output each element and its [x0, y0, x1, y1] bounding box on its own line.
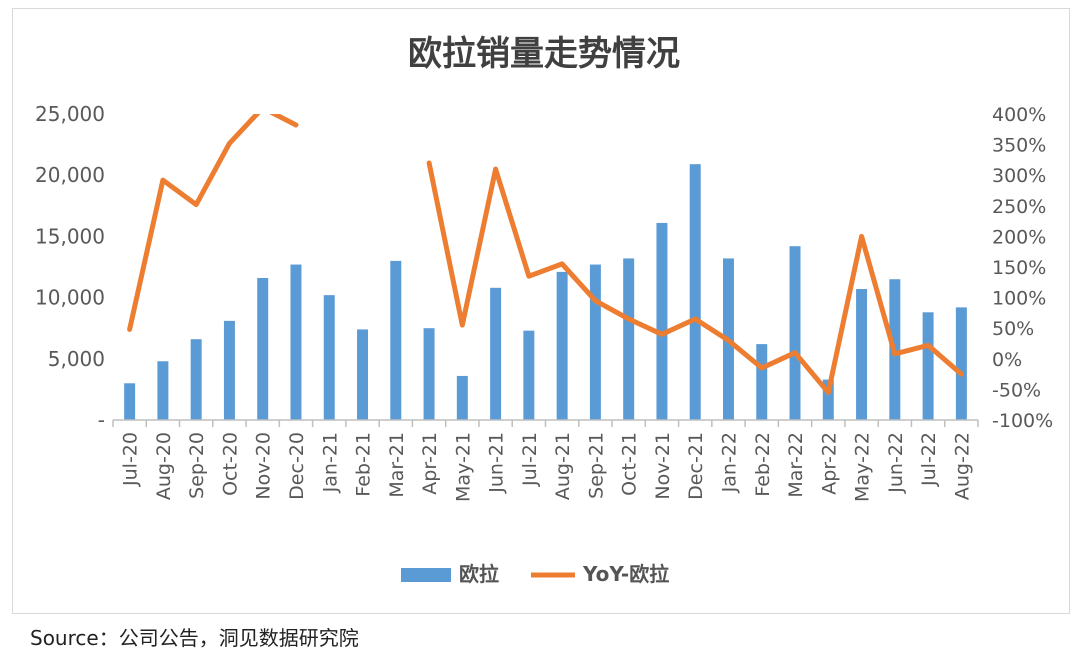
- x-tick-label: May-21: [452, 432, 474, 502]
- right-tick-label: 100%: [992, 288, 1046, 310]
- x-tick-label: Jul-21: [519, 432, 541, 487]
- bar-aug-22: [955, 307, 967, 420]
- right-tick-label: -50%: [992, 379, 1041, 401]
- bar-sep-20: [190, 339, 202, 420]
- bar-mar-22: [789, 246, 801, 420]
- right-tick-label: 200%: [992, 226, 1046, 248]
- right-tick-label: 300%: [992, 165, 1046, 187]
- bar-jul-20: [124, 383, 136, 420]
- right-tick-label: 0%: [992, 349, 1022, 371]
- bar-apr-22: [822, 379, 834, 420]
- bar-dec-21: [689, 164, 701, 420]
- legend-label-yoy: YoY-欧拉: [582, 562, 669, 586]
- bar-feb-21: [357, 329, 369, 420]
- x-tick-label: Mar-21: [386, 432, 408, 498]
- left-tick-label: 10,000: [35, 286, 105, 310]
- chart-frame: 欧拉销量走势情况 -5,000 10,000 15,000 20,000 25,000 …: [12, 8, 1070, 614]
- x-tick-label: May-22: [852, 432, 874, 502]
- x-tick-label: Jun-21: [486, 432, 508, 494]
- right-tick-label: -100%: [992, 410, 1053, 432]
- right-tick-label: 150%: [992, 257, 1046, 279]
- bar-may-21: [456, 375, 468, 420]
- bar-mar-21: [390, 260, 402, 420]
- bar-nov-20: [257, 278, 269, 420]
- left-tick-label: 5,000: [48, 347, 105, 371]
- x-tick-label: Aug-22: [951, 432, 973, 500]
- x-tick-label: Nov-20: [253, 432, 275, 500]
- yoy-line-segment-2: [426, 160, 964, 395]
- left-tick-label: 20,000: [35, 163, 105, 187]
- x-tick-label: Jul-22: [918, 432, 940, 487]
- bar-jul-22: [922, 312, 934, 420]
- x-tick-label: Apr-22: [818, 432, 840, 495]
- x-tick-label: Sep-20: [186, 432, 208, 499]
- x-tick-label: Oct-20: [219, 432, 241, 496]
- bar-may-22: [856, 289, 868, 420]
- bar-oct-20: [223, 320, 235, 420]
- x-tick-label: Mar-22: [785, 432, 807, 498]
- bar-aug-21: [556, 271, 568, 420]
- x-tick-label: Jan-22: [718, 432, 740, 493]
- x-tick-label: Aug-21: [552, 432, 574, 500]
- x-tick-label: Dec-21: [685, 432, 707, 500]
- bar-feb-22: [756, 344, 768, 420]
- bar-jun-21: [490, 287, 502, 420]
- right-tick-label: 250%: [992, 196, 1046, 218]
- left-tick-label: -: [98, 408, 105, 432]
- legend-bar-swatch: [401, 568, 451, 582]
- right-tick-label: 400%: [992, 104, 1046, 126]
- right-tick-label: 50%: [992, 318, 1034, 340]
- left-tick-label: 15,000: [35, 224, 105, 248]
- bar-dec-20: [290, 264, 302, 420]
- legend-label-ola: 欧拉: [459, 562, 499, 586]
- x-tick-label: Nov-21: [652, 432, 674, 500]
- chart-canvas: 欧拉销量走势情况 -5,00010,00015,00020,00025,000 …: [35, 34, 1053, 586]
- chart-title: 欧拉销量走势情况: [408, 34, 680, 74]
- right-tick-label: 350%: [992, 135, 1046, 157]
- yoy-line-segment-1: [127, 114, 299, 332]
- bar-jan-21: [323, 295, 335, 420]
- x-tick-label: Feb-21: [353, 432, 375, 497]
- x-tick-label: Aug-20: [153, 432, 175, 500]
- x-tick-label: Oct-21: [619, 432, 641, 496]
- bar-oct-21: [623, 258, 635, 420]
- x-tick-label: Jun-22: [885, 432, 907, 494]
- bar-aug-20: [157, 361, 169, 420]
- bar-apr-21: [423, 328, 435, 420]
- x-tick-label: Sep-21: [585, 432, 607, 499]
- x-tick-label: Jan-21: [319, 432, 341, 493]
- x-tick-label: Feb-22: [752, 432, 774, 497]
- bar-nov-21: [656, 222, 668, 420]
- bar-jul-21: [523, 330, 535, 420]
- x-tick-label: Apr-21: [419, 432, 441, 495]
- source-note: Source：公司公告，洞见数据研究院: [30, 626, 359, 650]
- x-tick-label: Jul-20: [120, 432, 142, 487]
- bar-sep-21: [589, 264, 601, 420]
- left-tick-label: 25,000: [35, 102, 105, 126]
- x-tick-label: Dec-20: [286, 432, 308, 500]
- legend: 欧拉 YoY-欧拉: [401, 562, 669, 586]
